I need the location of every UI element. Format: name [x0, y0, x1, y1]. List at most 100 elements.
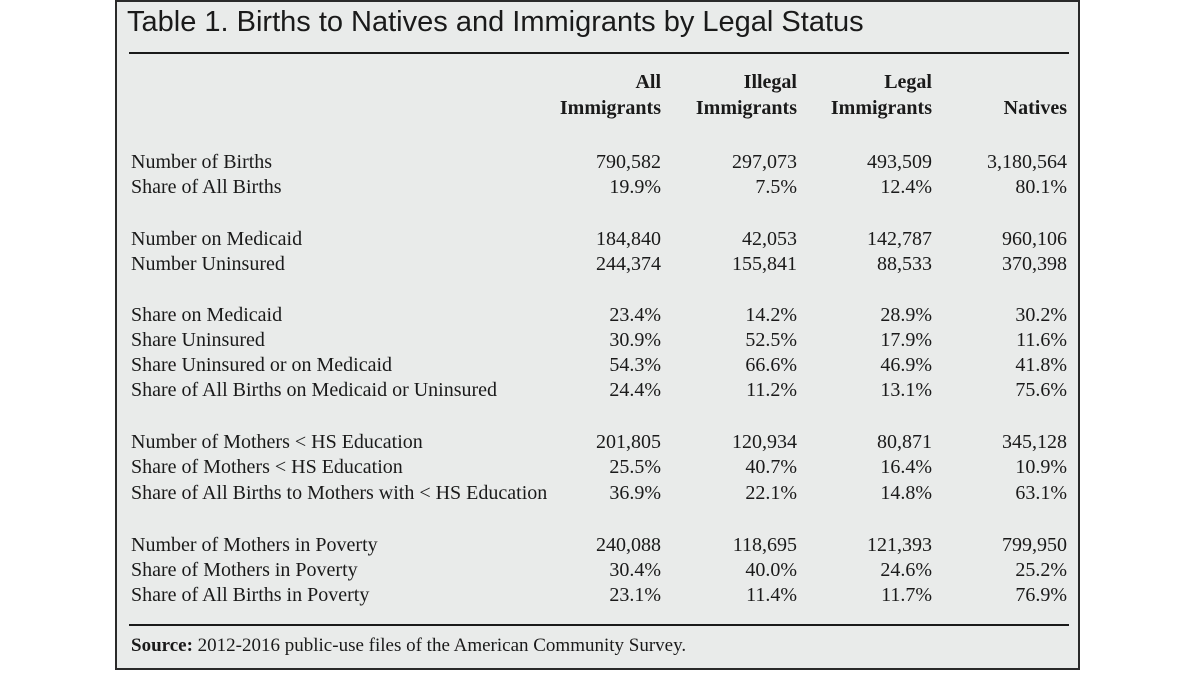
table-cell: 75.6%: [1015, 379, 1067, 401]
column-header-legal-immigrants: Legal Immigrants: [831, 69, 932, 121]
table-cell: 40.0%: [745, 559, 797, 581]
table-cell: 46.9%: [880, 354, 932, 376]
table-cell: 799,950: [1002, 534, 1067, 556]
row-label: Share on Medicaid: [131, 304, 283, 326]
row-label: Share Uninsured or on Medicaid: [131, 354, 393, 376]
row-label: Number of Mothers in Poverty: [131, 534, 378, 556]
table-cell: 76.9%: [1015, 584, 1067, 606]
table-row: Share of Mothers < HS Education 25.5% 40.7…: [117, 455, 1078, 480]
column-header-line1: All: [635, 71, 661, 93]
table-cell: 36.9%: [609, 482, 661, 504]
table-cell: 24.6%: [880, 559, 932, 581]
table-cell: 14.8%: [880, 482, 932, 504]
table-cell: 23.1%: [609, 584, 661, 606]
table-cell: 66.6%: [745, 354, 797, 376]
row-label: Number on Medicaid: [131, 228, 303, 250]
table-title: Table 1. Births to Natives and Immigrant…: [127, 6, 864, 38]
table-cell: 19.9%: [609, 176, 661, 198]
source-note: Source: 2012-2016 public-use files of th…: [131, 635, 686, 657]
column-header-line1: Legal: [884, 71, 932, 93]
table-cell: 24.4%: [609, 379, 661, 401]
table-row: Share of Mothers in Poverty 30.4% 40.0% 24.…: [117, 558, 1078, 583]
table-cell: 25.5%: [609, 456, 661, 478]
table-cell: 30.9%: [609, 329, 661, 351]
table-cell: 11.4%: [746, 584, 797, 606]
table-row: Share of All Births to Mothers with < HS…: [117, 481, 1078, 506]
table-cell: 184,840: [596, 228, 661, 250]
table-cell: 240,088: [596, 534, 661, 556]
table-cell: 30.4%: [609, 559, 661, 581]
table-cell: 40.7%: [745, 456, 797, 478]
row-label: Share of All Births to Mothers with < HS…: [131, 482, 548, 504]
column-header-line2: Immigrants: [695, 97, 797, 119]
table-cell: 790,582: [596, 151, 661, 173]
column-header-line2: Immigrants: [559, 97, 661, 119]
row-label: Number Uninsured: [131, 253, 285, 275]
table-cell: 22.1%: [745, 482, 797, 504]
table-cell: 370,398: [1002, 253, 1067, 275]
table-cell: 25.2%: [1015, 559, 1067, 581]
column-header-line1: Illegal: [743, 71, 797, 93]
table-cell: 80,871: [877, 431, 932, 453]
table-cell: 28.9%: [880, 304, 932, 326]
column-header-line2: Immigrants: [830, 97, 932, 119]
source-text: 2012-2016 public-use files of the Americ…: [197, 635, 687, 656]
table-cell: 17.9%: [880, 329, 932, 351]
table-row: Number Uninsured 244,374 155,841 88,533 370,…: [117, 252, 1078, 277]
table-row: Number of Births 790,582 297,073 493,509 3,1…: [117, 150, 1078, 175]
bottom-rule: [129, 624, 1069, 626]
table-cell: 11.6%: [1016, 329, 1067, 351]
table-cell: 80.1%: [1015, 176, 1067, 198]
table-cell: 42,053: [742, 228, 797, 250]
table-cell: 201,805: [596, 431, 661, 453]
table-row: Share Uninsured 30.9% 52.5% 17.9% 11.6%: [117, 328, 1078, 353]
table-row: Share of All Births in Poverty 23.1% 11.4%…: [117, 583, 1078, 608]
table-cell: 960,106: [1002, 228, 1067, 250]
row-label: Number of Births: [131, 151, 273, 173]
table-panel: Table 1. Births to Natives and Immigrant…: [115, 0, 1080, 670]
table-row: Number of Mothers < HS Education 201,805 1…: [117, 430, 1078, 455]
column-header-line1: [1004, 69, 1067, 95]
table-cell: 142,787: [867, 228, 932, 250]
table-cell: 41.8%: [1015, 354, 1067, 376]
row-label: Share of Mothers < HS Education: [131, 456, 403, 478]
table-cell: 30.2%: [1015, 304, 1067, 326]
top-rule: [129, 52, 1069, 54]
table-cell: 88,533: [877, 253, 932, 275]
table-cell: 297,073: [732, 151, 797, 173]
column-header-line2: Natives: [1003, 97, 1067, 119]
table-cell: 120,934: [732, 431, 797, 453]
table-cell: 244,374: [596, 253, 661, 275]
table-row: Share Uninsured or on Medicaid 54.3% 66.6%…: [117, 353, 1078, 378]
row-label: Share of All Births: [131, 176, 282, 198]
table-cell: 54.3%: [609, 354, 661, 376]
row-label: Share of All Births on Medicaid or Unins…: [131, 379, 498, 401]
table-cell: 121,393: [867, 534, 932, 556]
row-label: Share of All Births in Poverty: [131, 584, 370, 606]
table-cell: 155,841: [732, 253, 797, 275]
table-cell: 345,128: [1002, 431, 1067, 453]
table-cell: 52.5%: [745, 329, 797, 351]
table-cell: 118,695: [732, 534, 797, 556]
row-label: Share of Mothers in Poverty: [131, 559, 358, 581]
table-row: Number of Mothers in Poverty 240,088 118,6…: [117, 533, 1078, 558]
table-cell: 493,509: [867, 151, 932, 173]
table-row: Number on Medicaid 184,840 42,053 142,787 96…: [117, 227, 1078, 252]
column-header-all-immigrants: All Immigrants: [560, 69, 661, 121]
table-cell: 63.1%: [1015, 482, 1067, 504]
column-header-illegal-immigrants: Illegal Immigrants: [696, 69, 797, 121]
table-cell: 7.5%: [755, 176, 797, 198]
table-cell: 14.2%: [745, 304, 797, 326]
table-cell: 16.4%: [880, 456, 932, 478]
table-row: Share on Medicaid 23.4% 14.2% 28.9% 30.2%: [117, 303, 1078, 328]
table-cell: 23.4%: [609, 304, 661, 326]
row-label: Share Uninsured: [131, 329, 265, 351]
table-cell: 11.2%: [746, 379, 797, 401]
table-row: Share of All Births 19.9% 7.5% 12.4% 80.1%: [117, 175, 1078, 200]
table-cell: 3,180,564: [987, 151, 1067, 173]
table-cell: 13.1%: [880, 379, 932, 401]
table-cell: 12.4%: [880, 176, 932, 198]
row-label: Number of Mothers < HS Education: [131, 431, 423, 453]
table-row: Share of All Births on Medicaid or Unins…: [117, 378, 1078, 403]
table-cell: 10.9%: [1015, 456, 1067, 478]
